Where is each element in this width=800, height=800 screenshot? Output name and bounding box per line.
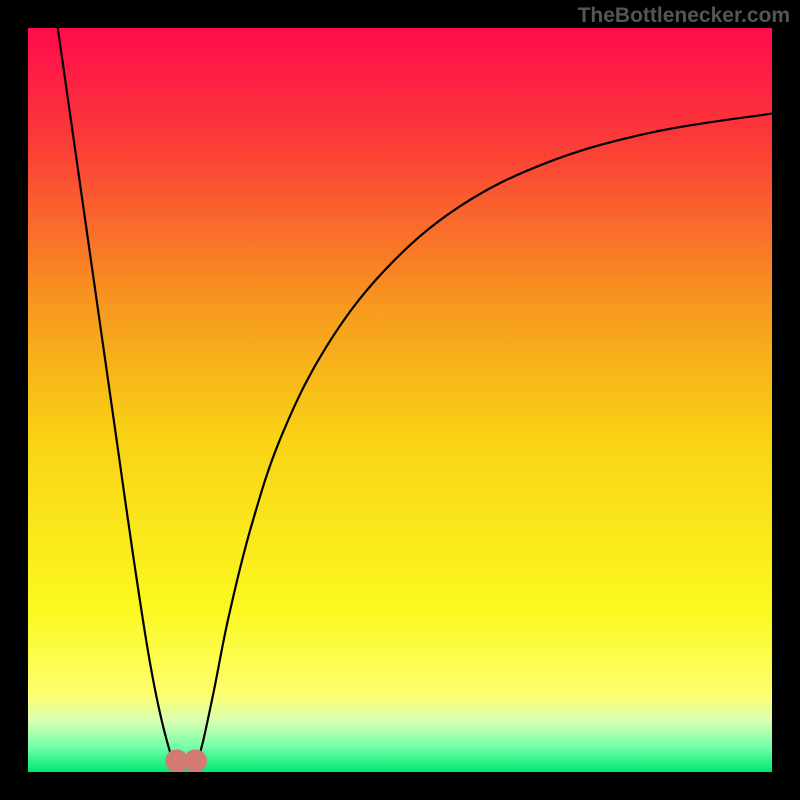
bottleneck-curve-right <box>195 114 772 769</box>
marker-point-0 <box>168 752 186 770</box>
plot-overlay-svg <box>28 28 772 772</box>
watermark-text: TheBottlenecker.com <box>578 4 790 28</box>
plot-area <box>28 28 772 772</box>
stage: TheBottlenecker.com <box>0 0 800 800</box>
marker-point-1 <box>186 752 204 770</box>
plot-frame <box>28 28 772 772</box>
bottleneck-curve-left <box>58 28 177 768</box>
